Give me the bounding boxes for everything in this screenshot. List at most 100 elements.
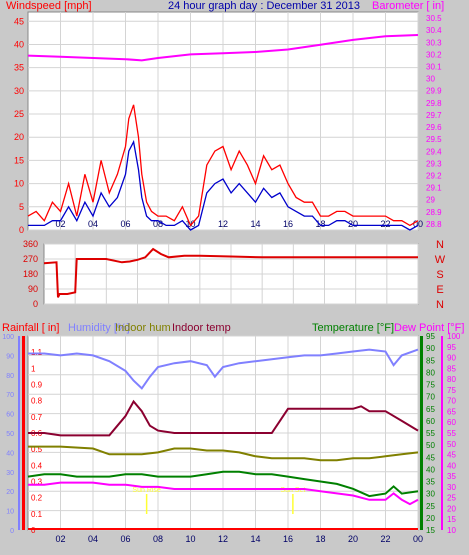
- compass-label: E: [436, 284, 443, 296]
- humidity-tick-label: 90: [6, 353, 14, 360]
- dewpoint-tick-label: 60: [447, 418, 456, 427]
- panel3-x-tick-label: 12: [218, 534, 228, 544]
- dewpoint-tick-label: 35: [447, 472, 456, 481]
- dewpoint-tick-label: 65: [447, 407, 456, 416]
- panel1-x-tick-label: 06: [120, 219, 130, 229]
- series-wind: [27, 104, 419, 227]
- panel3-x-ticks: 02 04 06 08 10 12 14 16 18 20 22 00: [55, 534, 423, 544]
- temperature-tick-label: 45: [426, 453, 435, 462]
- series-gust_avg: [28, 139, 419, 231]
- panel1-x-tick-label: 14: [250, 219, 260, 229]
- rain-tick-label: 0.5: [31, 445, 43, 454]
- humidity-tick-label: 80: [6, 373, 14, 380]
- chart-title: 24 hour graph day : December 31 2013: [168, 0, 360, 12]
- dewpoint-tick-label: 40: [447, 461, 456, 470]
- series-dew_point: [28, 481, 419, 506]
- temperature-axis-label: Temperature [°F]: [312, 322, 394, 334]
- temperature-tick-label: 30: [426, 490, 435, 499]
- panel1-x-tick-label: 08: [153, 219, 163, 229]
- temperature-tick-label: 60: [426, 417, 435, 426]
- humidity-tick-label: 20: [6, 489, 14, 496]
- series-indoor_hum: [28, 445, 419, 462]
- humidity-tick-label: 60: [6, 412, 14, 419]
- panel1-x-tick-label: 20: [348, 219, 358, 229]
- rain-tick-label: 0.8: [31, 397, 43, 406]
- barometer-tick-label: 29.8: [426, 99, 442, 108]
- humidity-axis-bar: [18, 336, 20, 530]
- barometer-axis-ticks: 28.8 28.9 29 29.1 29.2 29.3 29.4 29.5 29.6 29.7 29…: [426, 14, 442, 229]
- direction-axis-ticks: 360 270 180 90 0: [23, 239, 38, 309]
- wind-tick-label: 30: [14, 86, 24, 96]
- temperature-tick-label: 25: [426, 502, 435, 511]
- wind-tick-label: 10: [14, 179, 24, 189]
- humidity-tick-label: 30: [6, 470, 14, 477]
- rain-tick-label: 0.4: [31, 461, 43, 470]
- temperature-tick-label: 90: [426, 344, 435, 353]
- panel3-x-tick-label: 08: [153, 534, 163, 544]
- rain-tick-label: 0: [31, 526, 36, 535]
- sun-marker-label: Sun Rise: [132, 487, 161, 494]
- barometer-tick-label: 29.1: [426, 184, 442, 193]
- series-indoor_temp: [28, 399, 419, 437]
- dewpoint-tick-label: 25: [447, 494, 456, 503]
- barometer-tick-label: 29.2: [426, 172, 442, 181]
- legend-humidity: Humidity [%]: [68, 322, 130, 334]
- temperature-tick-label: 85: [426, 356, 435, 365]
- temperature-tick-label: 70: [426, 393, 435, 402]
- panel1-x-tick-label: 18: [315, 219, 325, 229]
- barometer-tick-label: 30: [426, 75, 435, 84]
- barometer-tick-label: 30.1: [426, 63, 442, 72]
- series-direction: [43, 247, 418, 298]
- temperature-tick-label: 95: [426, 332, 435, 341]
- barometer-tick-label: 29.9: [426, 87, 442, 96]
- wind-tick-label: 35: [14, 63, 24, 73]
- temperature-tick-label: 15: [426, 526, 435, 535]
- temperature-tick-label: 75: [426, 381, 435, 390]
- dewpoint-tick-label: 75: [447, 386, 456, 395]
- dewpoint-tick-label: 30: [447, 483, 456, 492]
- temperature-axis-ticks: 15 20 25 30 35 40 45 50 55 60 65 70 75 80 85 90 95: [426, 332, 435, 535]
- rain-tick-label: 1: [31, 364, 36, 373]
- barometer-tick-label: 30.4: [426, 26, 442, 35]
- series-barometer: [27, 34, 419, 62]
- temperature-axis-bar: [420, 336, 423, 530]
- temperature-tick-label: 20: [426, 514, 435, 523]
- temperature-tick-label: 35: [426, 478, 435, 487]
- sun-annotations: Sun Rise Sun Set: [132, 487, 305, 514]
- legend-indoor-hum: Indoor hum: [115, 322, 171, 334]
- panel1-x-tick-label: 12: [218, 219, 228, 229]
- panel1-x-tick-label: 22: [380, 219, 390, 229]
- compass-label: N: [436, 239, 444, 251]
- compass-label: N: [436, 299, 444, 311]
- panel1-x-tick-label: 04: [88, 219, 98, 229]
- panel3-grid: [28, 335, 419, 531]
- dewpoint-tick-label: 80: [447, 375, 456, 384]
- rain-axis-bar: [22, 336, 25, 530]
- rain-tick-label: 0.9: [31, 381, 43, 390]
- barometer-tick-label: 29.5: [426, 135, 442, 144]
- wind-tick-label: 40: [14, 39, 24, 49]
- panel3-x-tick-label: 04: [88, 534, 98, 544]
- panel3-x-tick-label: 00: [413, 534, 423, 544]
- temperature-tick-label: 40: [426, 465, 435, 474]
- wind-tick-label: 5: [19, 202, 24, 212]
- direction-tick-label: 180: [23, 269, 38, 279]
- barometer-tick-label: 30.5: [426, 14, 442, 23]
- barometer-tick-label: 29: [426, 196, 435, 205]
- wind-tick-label: 25: [14, 109, 24, 119]
- barometer-tick-label: 29.4: [426, 147, 442, 156]
- temperature-tick-label: 50: [426, 441, 435, 450]
- rain-tick-label: 0.7: [31, 413, 43, 422]
- humidity-tick-label: 10: [6, 509, 14, 516]
- barometer-tick-label: 29.7: [426, 111, 442, 120]
- dewpoint-tick-label: 95: [447, 343, 456, 352]
- temperature-tick-label: 80: [426, 368, 435, 377]
- wind-tick-label: 45: [14, 16, 24, 26]
- panel-wind-barometer: Windspeed [mph] 24 hour graph day : Dece…: [6, 0, 444, 235]
- direction-tick-label: 360: [23, 239, 38, 249]
- barometer-tick-label: 30.3: [426, 38, 442, 47]
- wind-tick-label: 0: [19, 225, 24, 235]
